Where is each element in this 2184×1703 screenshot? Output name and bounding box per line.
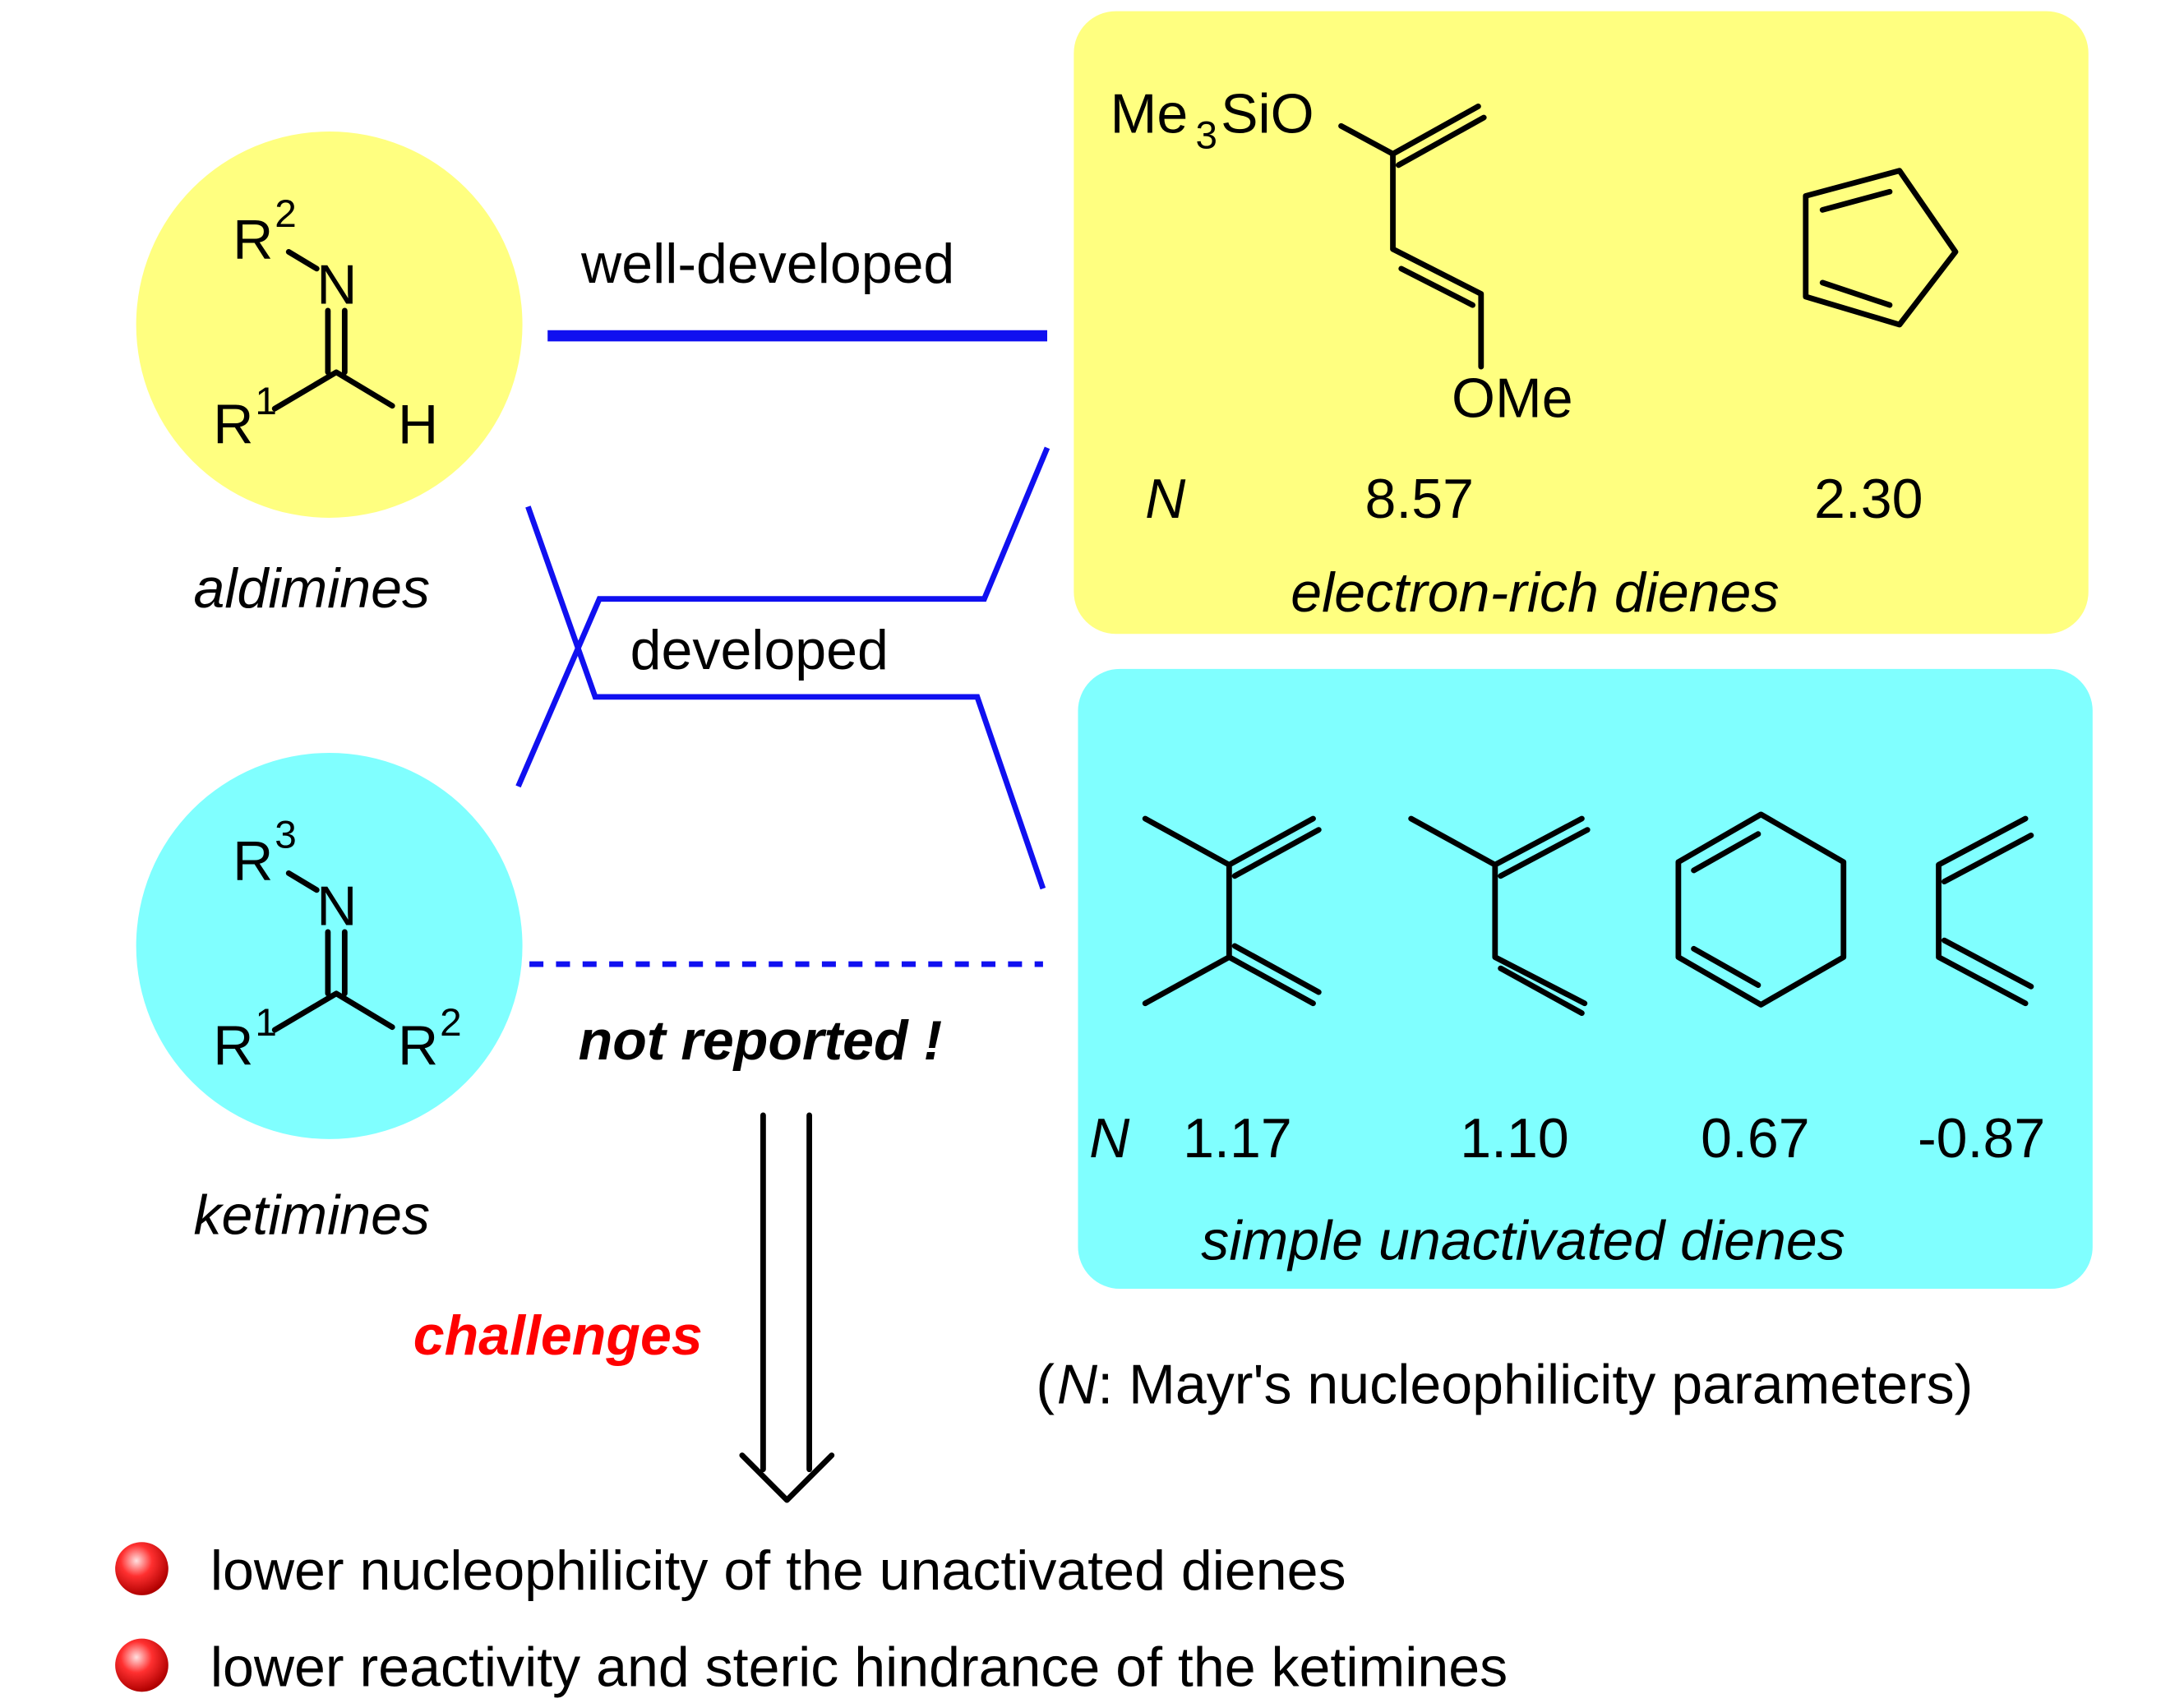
- svg-text:3: 3: [1195, 113, 1217, 157]
- simple-dienes-caption: simple unactivated dienes: [1201, 1209, 1845, 1271]
- svg-text:R: R: [233, 209, 273, 271]
- simple-n-label: N: [1089, 1107, 1130, 1170]
- svg-text:N: N: [316, 253, 357, 316]
- svg-text:R: R: [213, 394, 253, 456]
- red-bullet-icon: [115, 1542, 169, 1595]
- rich-n-value: 2.30: [1814, 468, 1923, 530]
- aldimines-label: aldimines: [193, 557, 430, 620]
- simple-n-value: 0.67: [1701, 1107, 1810, 1170]
- ketimine-structure: R 3 N R 1 R 2: [213, 814, 461, 1078]
- svg-text:3: 3: [275, 814, 297, 857]
- svg-text:OMe: OMe: [1452, 367, 1573, 429]
- challenge-item: lower reactivity and steric hindrance of…: [210, 1636, 1508, 1699]
- svg-text:R: R: [233, 830, 273, 893]
- svg-text:2: 2: [440, 1001, 462, 1045]
- mayr-note: ( N : Mayr's nucleophilicity parameters): [1036, 1354, 1973, 1416]
- developed-line-aldimine-to-simple: [525, 505, 1046, 890]
- svg-text:1: 1: [255, 1001, 277, 1045]
- challenges-label: challenges: [413, 1304, 703, 1367]
- simple-dienes-box: [1078, 668, 2093, 1290]
- developed-label: developed: [630, 619, 889, 681]
- developed-line-ketimine-to-rich: [515, 446, 1050, 788]
- cyclopentadiene: [1803, 168, 1959, 328]
- svg-text:1: 1: [255, 380, 277, 423]
- rich-n-label: N: [1145, 468, 1186, 530]
- svg-text:H: H: [398, 394, 438, 456]
- svg-text:(: (: [1036, 1354, 1055, 1416]
- butadiene: [1936, 815, 2034, 1007]
- rich-dienes-caption: electron-rich dienes: [1291, 561, 1779, 624]
- danishefsky-diene: Me 3 SiO OMe: [1110, 83, 1573, 430]
- svg-text:2: 2: [275, 192, 297, 236]
- simple-n-value: 1.10: [1460, 1107, 1569, 1170]
- red-bullet-icon: [115, 1638, 169, 1692]
- dimethylbutadiene: [1142, 815, 1322, 1007]
- challenge-item: lower nucleophilicity of the unactivated…: [210, 1539, 1346, 1602]
- svg-text:N: N: [316, 875, 357, 937]
- svg-text:: Mayr's nucleophilicity param: : Mayr's nucleophilicity parameters): [1097, 1354, 1973, 1416]
- svg-text:N: N: [1057, 1354, 1098, 1416]
- electron-rich-dienes-box: [1074, 11, 2089, 635]
- well-developed-label: well-developed: [580, 233, 954, 295]
- not-reported-label: not reported !: [579, 1009, 943, 1072]
- svg-text:SiO: SiO: [1221, 83, 1314, 145]
- cyclohexadiene: [1675, 811, 1847, 1008]
- simple-n-value: 1.17: [1183, 1107, 1292, 1170]
- double-arrow-down-icon: [739, 1112, 835, 1503]
- aldimine-structure: R 2 N R 1 H: [213, 192, 438, 456]
- isoprene: [1408, 815, 1591, 1017]
- simple-n-value: -0.87: [1918, 1107, 2045, 1170]
- svg-text:R: R: [398, 1015, 438, 1078]
- svg-text:R: R: [213, 1015, 253, 1078]
- svg-text:Me: Me: [1110, 83, 1189, 145]
- rich-n-value: 8.57: [1364, 468, 1474, 530]
- ketimines-label: ketimines: [193, 1184, 430, 1247]
